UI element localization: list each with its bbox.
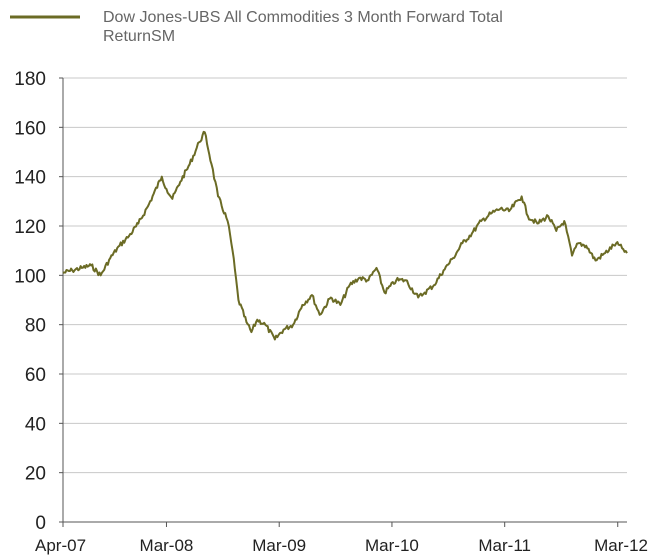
x-tick-label: Mar-10 [365, 536, 419, 555]
y-tick-label: 0 [35, 513, 46, 534]
series-group [62, 130, 628, 341]
y-tick-label: 80 [25, 316, 46, 337]
y-tick-label: 180 [14, 69, 46, 90]
y-tick-label: 20 [25, 464, 46, 485]
x-tick-label: Mar-08 [140, 536, 194, 555]
x-axis-ticks: Apr-07 Mar-08 Mar-09 Mar-10 Mar-11 Mar-12 [35, 522, 648, 555]
y-tick-label: 140 [14, 168, 46, 189]
x-tick-label: Apr-07 [35, 536, 86, 555]
x-tick-label: Mar-09 [252, 536, 306, 555]
y-tick-label: 60 [25, 365, 46, 386]
legend-label: Dow Jones-UBS All Commodities 3 Month Fo… [103, 9, 503, 45]
series-line [62, 130, 628, 341]
y-tick-label: 40 [25, 414, 46, 435]
y-axis-ticks: 0 20 40 60 80 100 120 140 160 180 [14, 69, 46, 534]
x-tick-label: Mar-11 [478, 536, 531, 555]
y-tick-label: 160 [14, 118, 46, 139]
axes [59, 77, 627, 523]
legend: Dow Jones-UBS All Commodities 3 Month Fo… [10, 9, 503, 45]
y-tick-label: 120 [14, 217, 46, 238]
y-tick-label: 100 [14, 266, 46, 287]
x-tick-label: Mar-12 [594, 536, 648, 555]
gridlines [63, 77, 627, 474]
